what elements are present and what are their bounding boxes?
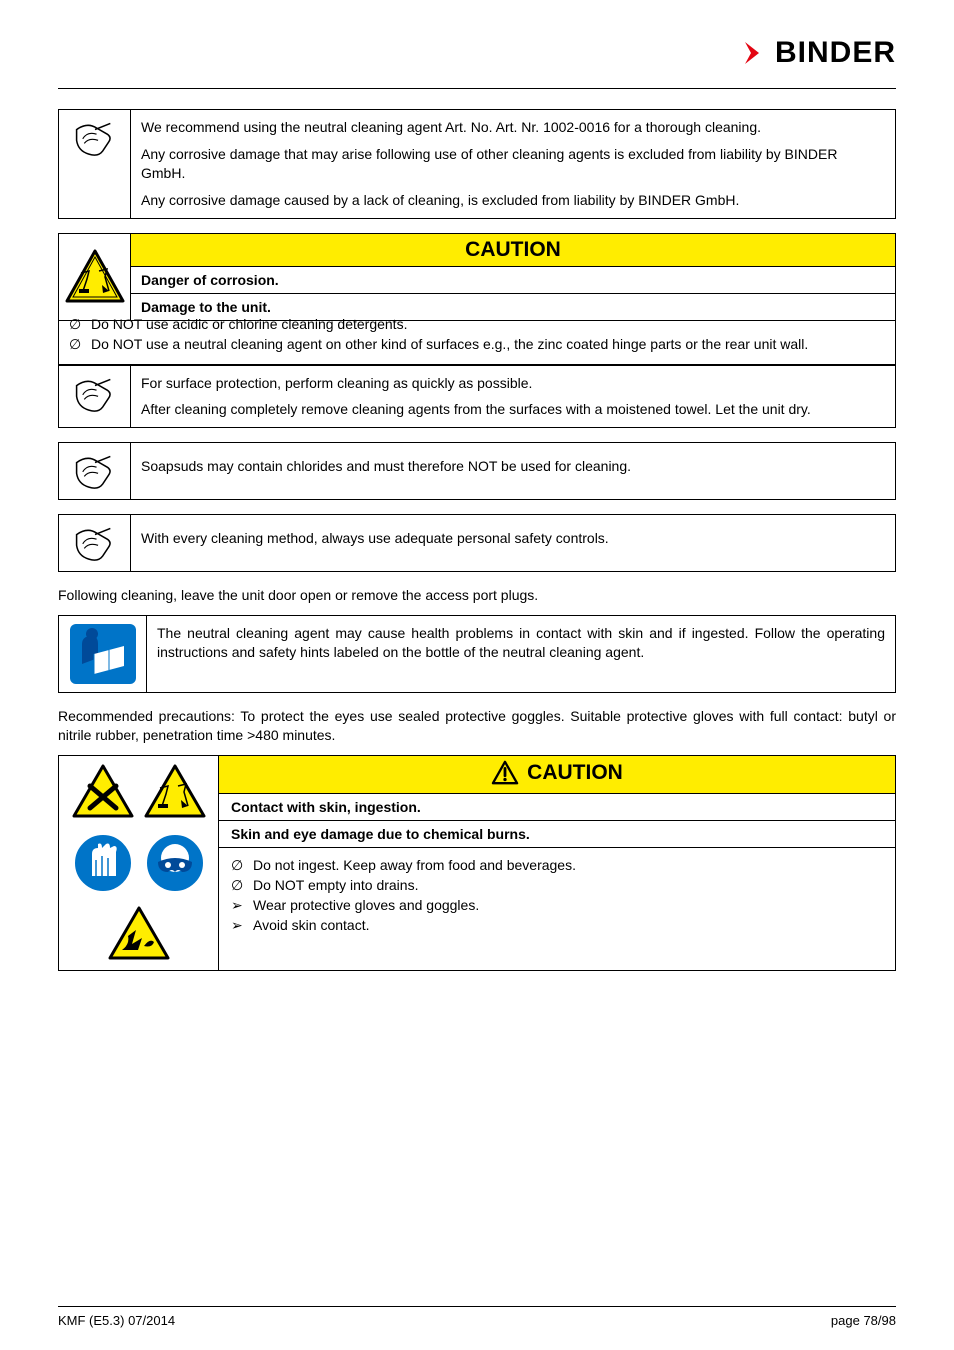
corrosion-warning-icon [144, 764, 206, 820]
blue-note-text: The neutral cleaning agent may cause hea… [147, 616, 895, 692]
empty-set-symbol: ∅ [69, 316, 91, 333]
note1-p3: Any corrosive damage caused by a lack of… [141, 191, 885, 210]
logo-arrow-icon [743, 38, 775, 68]
caution1-li2-text: Do NOT use a neutral cleaning agent on o… [91, 336, 885, 352]
note1-p1: We recommend using the neutral cleaning … [141, 118, 885, 137]
caution1-list-box: ∅ Do NOT use acidic or chlorine cleaning… [58, 307, 896, 365]
read-manual-icon [68, 622, 138, 686]
note2-p1: For surface protection, perform cleaning… [141, 374, 811, 393]
caution1-li1: ∅ Do NOT use acidic or chlorine cleaning… [69, 316, 885, 333]
caution-box-2: CAUTION Contact with skin, ingestion. Sk… [58, 755, 896, 971]
caution2-li1-text: Do not ingest. Keep away from food and b… [253, 857, 883, 873]
warning-triangle-icon [491, 760, 519, 786]
arrow-symbol: ➢ [231, 917, 253, 934]
header-divider [58, 88, 896, 89]
wear-goggles-icon [144, 832, 206, 894]
caution1-icon-cell [59, 234, 131, 320]
corrosion-warning-icon [65, 249, 125, 305]
caution2-sub1: Contact with skin, ingestion. [219, 794, 895, 821]
logo-text: BINDER [775, 36, 896, 70]
caution2-icon-column [59, 756, 219, 970]
note-box-2: For surface protection, perform cleaning… [58, 365, 896, 429]
note-box-3: Soapsuds may contain chlorides and must … [58, 442, 896, 500]
caution1-sub1: Danger of corrosion. [131, 267, 895, 294]
hand-point-icon [72, 372, 118, 416]
wear-gloves-icon [72, 832, 134, 894]
brand-logo: BINDER [743, 36, 896, 70]
arrow-symbol: ➢ [231, 897, 253, 914]
empty-set-symbol: ∅ [231, 877, 253, 894]
manual-icon-cell [59, 616, 147, 692]
note-3-text: Soapsuds may contain chlorides and must … [131, 443, 641, 499]
caution2-li1: ∅ Do not ingest. Keep away from food and… [231, 857, 883, 874]
caution1-li2: ∅ Do NOT use a neutral cleaning agent on… [69, 336, 885, 353]
caution1-title: CAUTION [131, 234, 895, 267]
note1-p2: Any corrosive damage that may arise foll… [141, 145, 885, 183]
footer-left: KMF (E5.3) 07/2014 [58, 1313, 175, 1328]
empty-set-symbol: ∅ [69, 336, 91, 353]
note-box-1: We recommend using the neutral cleaning … [58, 109, 896, 219]
blue-note-p1: The neutral cleaning agent may cause hea… [157, 624, 885, 662]
environment-warning-icon [108, 906, 170, 962]
caution2-li3-text: Wear protective gloves and goggles. [253, 897, 883, 913]
caution2-li2: ∅ Do NOT empty into drains. [231, 877, 883, 894]
footer-right: page 78/98 [831, 1313, 896, 1328]
hand-point-icon [72, 116, 118, 160]
hand-icon-cell [59, 515, 131, 571]
hand-point-icon [72, 521, 118, 565]
caution2-li2-text: Do NOT empty into drains. [253, 877, 883, 893]
note4-p1: With every cleaning method, always use a… [141, 529, 609, 548]
paragraph-1: Following cleaning, leave the unit door … [58, 586, 896, 605]
caution2-li3: ➢ Wear protective gloves and goggles. [231, 897, 883, 914]
note-1-text: We recommend using the neutral cleaning … [131, 110, 895, 218]
note-4-text: With every cleaning method, always use a… [131, 515, 619, 571]
hand-icon-cell [59, 443, 131, 499]
caution2-header: CAUTION [219, 756, 895, 794]
blue-note-box: The neutral cleaning agent may cause hea… [58, 615, 896, 693]
hand-point-icon [72, 449, 118, 493]
page-footer: KMF (E5.3) 07/2014 page 78/98 [58, 1306, 896, 1328]
hand-icon-cell [59, 110, 131, 218]
caution2-sub2: Skin and eye damage due to chemical burn… [219, 821, 895, 848]
caution2-li4-text: Avoid skin contact. [253, 917, 883, 933]
caution1-li1-text: Do NOT use acidic or chlorine cleaning d… [91, 316, 885, 332]
note3-p1: Soapsuds may contain chlorides and must … [141, 457, 631, 476]
caution2-li4: ➢ Avoid skin contact. [231, 917, 883, 934]
note-box-4: With every cleaning method, always use a… [58, 514, 896, 572]
hand-icon-cell [59, 366, 131, 428]
paragraph-2: Recommended precautions: To protect the … [58, 707, 896, 745]
logo-row: BINDER [58, 36, 896, 70]
note-2-text: For surface protection, perform cleaning… [131, 366, 821, 428]
empty-set-symbol: ∅ [231, 857, 253, 874]
caution2-title: CAUTION [527, 761, 623, 785]
note2-p2: After cleaning completely remove cleanin… [141, 400, 811, 419]
caution-box-1: CAUTION Danger of corrosion. Damage to t… [58, 233, 896, 321]
harmful-warning-icon [72, 764, 134, 820]
